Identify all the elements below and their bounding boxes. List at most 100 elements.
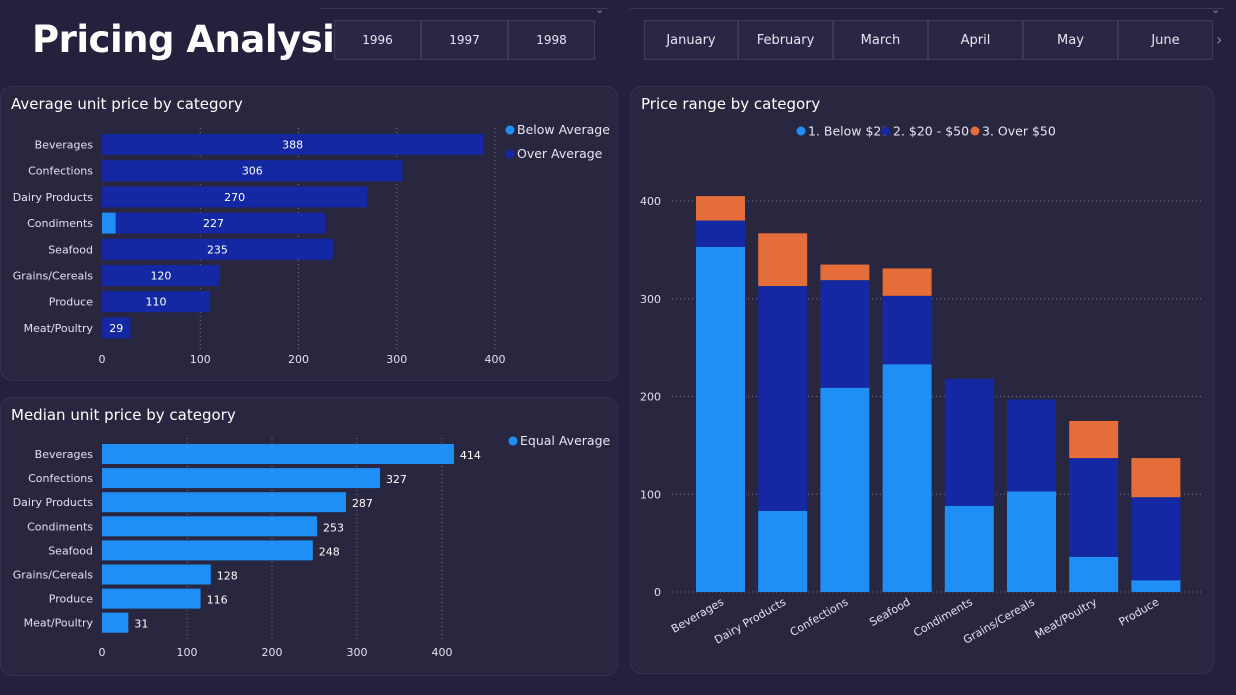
month-slicer-item-february[interactable]: February: [738, 20, 833, 60]
bar-1-below-20-dairy-products: [758, 510, 808, 592]
y-tick-label-100: 100: [640, 488, 661, 501]
category-label-confections: Confections: [28, 472, 93, 485]
bar-over-average-beverages: [102, 134, 484, 155]
category-label-meat-poultry: Meat/Poultry: [24, 322, 94, 335]
median-price-panel: Median unit price by category 0 100 200 300…: [0, 397, 618, 676]
legend-label-1-below-20: 1. Below $20: [808, 124, 889, 139]
x-tick-label-400: 400: [432, 646, 453, 659]
bar-equal-average-produce: [102, 588, 201, 609]
month-slicer-item-january[interactable]: January: [644, 20, 738, 60]
bar-equal-average-confections: [102, 468, 380, 489]
x-tick-label-100: 100: [177, 646, 198, 659]
bar-2-20-50-dairy-products: [758, 286, 808, 511]
x-tick-label-meat-poultry: Meat/Poultry: [1033, 595, 1100, 641]
legend-label-below-average: Below Average: [517, 122, 610, 137]
category-label-beverages: Beverages: [35, 448, 94, 461]
month-slicer-item-may[interactable]: May: [1023, 20, 1118, 60]
bar-equal-average-seafood: [102, 540, 313, 561]
data-label-seafood: 235: [207, 243, 228, 256]
avg-price-panel: Average unit price by category 0 100 200 30…: [0, 86, 618, 381]
data-label-beverages: 388: [282, 139, 303, 152]
legend-marker-over-average: [505, 149, 515, 159]
category-label-confections: Confections: [28, 165, 93, 178]
category-label-beverages: Beverages: [35, 139, 94, 152]
category-label-produce: Produce: [49, 593, 93, 606]
year-slicer-chevron-down-icon[interactable]: ⌄: [595, 3, 605, 16]
category-label-dairy-products: Dairy Products: [13, 496, 94, 509]
year-slicer-header: [320, 8, 608, 19]
data-label-grains-cereals: 120: [150, 270, 171, 283]
x-tick-label-200: 200: [288, 353, 309, 366]
year-slicer-item-1996[interactable]: 1996: [334, 20, 421, 60]
median-price-title: Median unit price by category: [11, 406, 236, 424]
year-slicer-item-1998[interactable]: 1998: [508, 20, 595, 60]
x-tick-label-0: 0: [99, 353, 106, 366]
data-label-dairy-products: 270: [224, 191, 245, 204]
bar-over-average-confections: [102, 160, 403, 182]
x-tick-label-100: 100: [190, 353, 211, 366]
x-tick-label-300: 300: [347, 646, 368, 659]
legend-marker-2-20-50: [881, 126, 891, 136]
bar-3-over-50-dairy-products: [758, 233, 808, 287]
year-slicer-item-1997[interactable]: 1997: [421, 20, 508, 60]
legend-marker-equal-average: [508, 436, 518, 446]
bar-2-20-50-condiments: [944, 378, 994, 506]
page-title: Pricing Analysis: [32, 18, 356, 61]
category-label-produce: Produce: [49, 296, 93, 309]
data-label-condiments: 253: [323, 521, 344, 534]
y-tick-label-0: 0: [654, 586, 661, 599]
bar-2-20-50-meat-poultry: [1069, 458, 1119, 557]
bar-over-average-dairy-products: [102, 186, 368, 208]
bar-1-below-20-seafood: [882, 364, 932, 592]
median-price-chart: 0 100 200 300 400 Beverages 414 Confections 327 D…: [13, 433, 611, 659]
x-tick-label-0: 0: [99, 646, 106, 659]
data-label-produce: 116: [207, 594, 228, 607]
avg-price-chart: 0 100 200 300 400 Beverages 388 Confections 306 D…: [13, 122, 611, 366]
x-tick-label-confections: Confections: [788, 595, 851, 639]
month-slicer-item-june[interactable]: June: [1118, 20, 1213, 60]
bar-2-20-50-grains-cereals: [1007, 399, 1056, 492]
data-label-dairy-products: 287: [352, 497, 373, 510]
y-tick-label-400: 400: [640, 195, 661, 208]
bar-2-20-50-seafood: [882, 295, 932, 365]
avg-price-title: Average unit price by category: [11, 95, 243, 113]
legend-marker-3-over-50: [970, 126, 980, 136]
price-range-panel: Price range by category 0 100 200 300 400 Bev…: [630, 86, 1214, 674]
bar-over-average-seafood: [102, 238, 333, 260]
category-label-grains-cereals: Grains/Cereals: [13, 569, 94, 582]
category-label-grains-cereals: Grains/Cereals: [13, 270, 94, 283]
price-range-title: Price range by category: [641, 95, 821, 113]
data-label-grains-cereals: 128: [217, 570, 238, 583]
y-tick-label-300: 300: [640, 293, 661, 306]
month-slicer-chevron-right-icon[interactable]: ›: [1216, 30, 1223, 49]
month-slicer-item-march[interactable]: March: [833, 20, 928, 60]
bar-equal-average-dairy-products: [102, 492, 346, 513]
data-label-confections: 327: [386, 473, 407, 486]
legend-label-equal-average: Equal Average: [520, 433, 611, 448]
bar-3-over-50-meat-poultry: [1069, 420, 1119, 459]
legend-label-over-average: Over Average: [517, 146, 603, 161]
bar-equal-average-meat-poultry: [102, 612, 129, 633]
legend-label-2-20-50: 2. $20 - $50: [893, 124, 969, 139]
bar-over-average-grains-cereals: [102, 265, 220, 286]
legend-label-3-over-50: 3. Over $50: [982, 124, 1056, 139]
x-tick-label-400: 400: [485, 353, 506, 366]
category-label-seafood: Seafood: [48, 544, 93, 557]
bar-1-below-20-beverages: [696, 246, 745, 592]
bar-1-below-20-condiments: [944, 505, 994, 592]
bar-1-below-20-confections: [820, 387, 870, 592]
data-label-beverages: 414: [460, 449, 481, 462]
month-slicer-chevron-down-icon[interactable]: ⌄: [1211, 3, 1221, 16]
data-label-condiments: 227: [203, 217, 224, 230]
y-tick-label-200: 200: [640, 391, 661, 404]
bar-1-below-20-produce: [1131, 580, 1181, 592]
bar-1-below-20-meat-poultry: [1069, 556, 1119, 592]
bar-over-average-meat-poultry: [102, 317, 131, 339]
data-label-produce: 110: [146, 296, 167, 309]
bar-equal-average-condiments: [102, 516, 318, 537]
month-slicer-item-april[interactable]: April: [928, 20, 1023, 60]
data-label-seafood: 248: [319, 545, 340, 558]
month-slicer-header: [630, 8, 1224, 19]
bar-equal-average-grains-cereals: [102, 564, 211, 585]
